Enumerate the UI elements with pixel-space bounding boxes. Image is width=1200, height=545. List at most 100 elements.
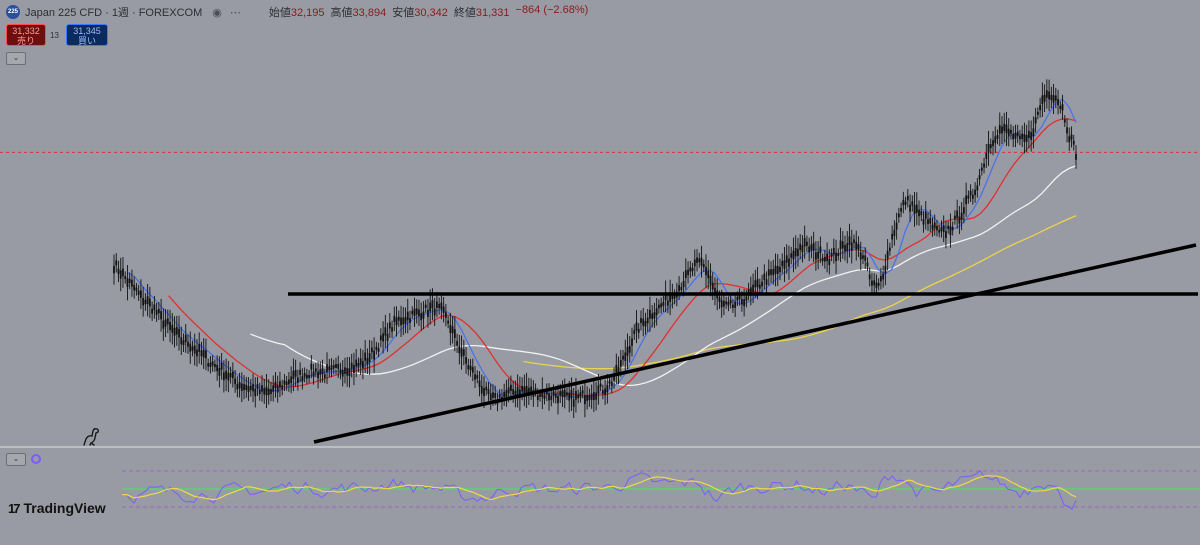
candle-body [548, 393, 550, 401]
rsi-indicator-icon[interactable] [31, 454, 41, 464]
candle-body [350, 362, 353, 369]
tradingview-logo[interactable]: 17 TradingView [8, 500, 106, 516]
candle-body [971, 194, 974, 199]
candle-body [413, 308, 416, 317]
candle-body [1007, 128, 1010, 136]
candle-body [1063, 119, 1066, 123]
candle-body [608, 380, 611, 384]
candle-body [803, 238, 806, 247]
candle-body [783, 260, 786, 269]
candle-body [209, 362, 212, 367]
ma-red-line [168, 118, 1077, 397]
candle-body [272, 385, 275, 392]
candle-body [974, 189, 976, 196]
candle-body [745, 296, 748, 301]
candle-body [1061, 104, 1064, 111]
candle-body [978, 175, 981, 180]
candle-body [409, 317, 411, 323]
candle-body [494, 393, 497, 398]
candle-body [841, 241, 844, 249]
candle-body [205, 350, 207, 359]
candle-body [563, 389, 566, 398]
symbol-title[interactable]: Japan 225 CFD · 1週 · FOREXCOM [25, 7, 203, 19]
candle-body [888, 247, 891, 251]
candle-body [554, 393, 557, 398]
collapse-indicator-button[interactable]: ⌄ [6, 453, 26, 466]
candle-body [666, 300, 669, 306]
candle-body [624, 352, 627, 361]
candle-body [274, 381, 277, 389]
candle-body [433, 308, 436, 316]
candle-body [689, 267, 692, 272]
more-options-icon[interactable]: ⋯ [229, 6, 241, 19]
candle-body [615, 364, 618, 373]
candle-body [853, 239, 855, 243]
candle-body [967, 195, 970, 199]
candle-body [404, 317, 407, 324]
ohlc-value: 33,894 [352, 7, 387, 19]
candle-body [193, 345, 196, 354]
candle-body [420, 313, 423, 321]
drawn-trendlines[interactable] [288, 243, 1198, 444]
candle-body [222, 372, 225, 381]
candle-body [581, 390, 584, 394]
candle-body [429, 302, 432, 312]
candle-body [521, 385, 524, 392]
candle-body [875, 282, 878, 288]
candle-body [732, 304, 734, 308]
collapse-legend-button[interactable]: ⌄ [6, 52, 26, 65]
candle-body [588, 395, 591, 401]
candle-body [169, 321, 171, 331]
candle-body [927, 219, 929, 225]
candle-body [998, 125, 1001, 134]
candle-body [678, 285, 680, 292]
candle-body [171, 324, 174, 333]
ma-white-line [250, 165, 1077, 387]
candle-body [577, 394, 580, 399]
candle-body [761, 281, 763, 287]
candle-body [846, 243, 849, 252]
candle-body [393, 315, 396, 322]
candle-body [844, 245, 846, 252]
candle-body [211, 361, 214, 366]
visibility-eye-icon[interactable]: ◉ [212, 6, 222, 19]
candle-body [756, 279, 759, 288]
candle-body [1043, 94, 1046, 102]
candle-body [913, 205, 916, 214]
candle-body [947, 225, 950, 229]
candle-body [687, 269, 689, 276]
candle-body [718, 297, 721, 302]
candle-body [826, 253, 828, 262]
candle-body [357, 362, 360, 367]
candle-body [747, 289, 750, 294]
candle-body [314, 368, 317, 372]
candle-body [895, 222, 898, 230]
sell-button[interactable]: 31,332 売り [6, 24, 46, 46]
candle-body [936, 226, 938, 231]
candle-body [644, 320, 647, 327]
candle-body [231, 371, 234, 379]
candle-body [891, 233, 894, 240]
candle-body [518, 389, 521, 399]
candle-body [516, 386, 519, 396]
candle-body [411, 310, 414, 315]
candle-body [994, 136, 997, 144]
ascending-trendline[interactable] [313, 243, 1197, 444]
candle-body [310, 363, 313, 370]
candle-body [312, 371, 315, 377]
candle-body [929, 218, 932, 224]
candle-body [1016, 131, 1019, 137]
candle-body [877, 282, 880, 286]
candle-body [218, 367, 221, 376]
candle-body [449, 325, 452, 334]
candle-body [476, 375, 479, 379]
candle-body [1066, 127, 1068, 134]
candle-body [1019, 135, 1021, 140]
candle-body [1059, 105, 1062, 109]
buy-button[interactable]: 31,345 買い [66, 24, 108, 46]
candle-body [897, 213, 900, 218]
candle-body [1012, 133, 1015, 140]
candle-body [220, 362, 223, 370]
candle-body [355, 359, 358, 367]
